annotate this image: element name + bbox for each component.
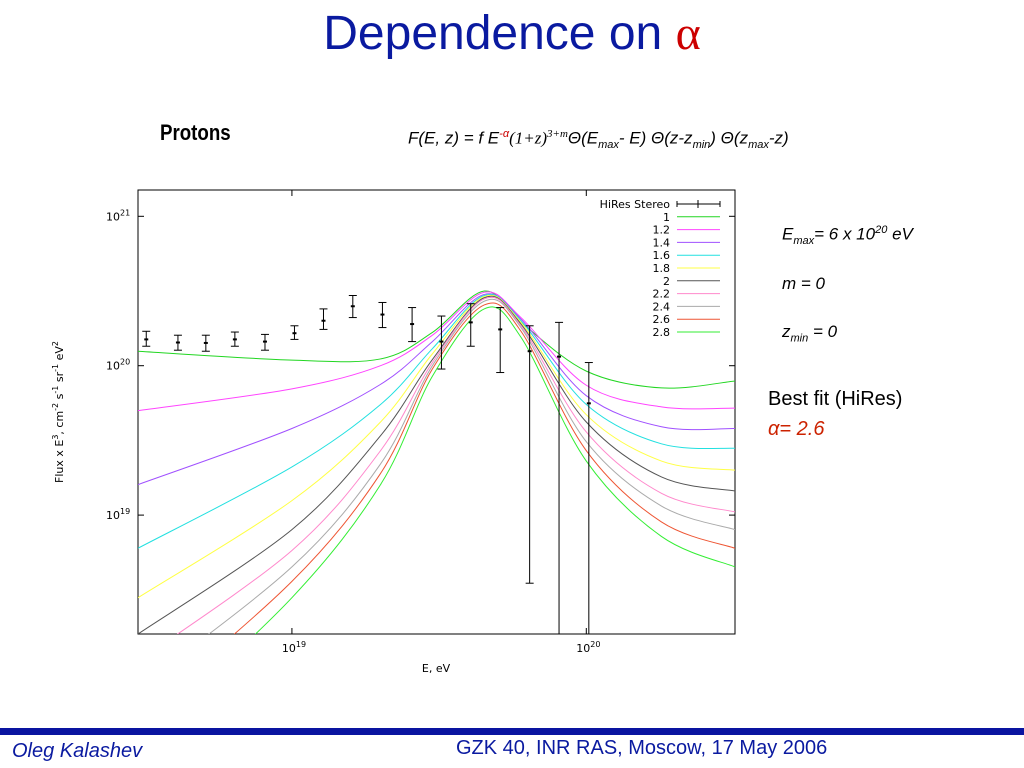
formula-subscript: max — [748, 139, 769, 152]
param-text: E — [782, 224, 794, 244]
series-line-1-8 — [138, 294, 735, 599]
param-text: eV — [887, 224, 913, 244]
formula-subscript: max — [598, 139, 619, 152]
param-exponent: 20 — [875, 224, 888, 236]
data-point — [173, 334, 182, 351]
series-line-2-8 — [254, 306, 735, 634]
formula-part: (1+z) — [509, 128, 548, 148]
param-text: = 6 x 10 — [814, 224, 876, 244]
footer-divider — [0, 728, 1024, 735]
param-zmin: zmin = 0 — [782, 322, 837, 344]
hires-data-points — [142, 295, 593, 634]
data-point — [142, 330, 151, 347]
data-point — [348, 295, 357, 319]
series-line-2-4 — [208, 298, 735, 634]
data-point — [466, 303, 475, 347]
legend-label: 2.8 — [653, 326, 671, 339]
formula-part: - E) Θ(z-z — [618, 128, 693, 148]
series-line-1-4 — [138, 293, 735, 486]
legend-label: 2 — [663, 275, 670, 288]
series-line-2-6 — [233, 302, 735, 634]
best-fit-label: Best fit (HiRes) — [768, 388, 903, 410]
series-line-1 — [138, 290, 735, 389]
footer-event: GZK 40, INR RAS, Moscow, 17 May 2006 — [456, 737, 828, 759]
legend-label: 2.2 — [653, 288, 671, 301]
series-line-1-6 — [138, 294, 735, 549]
legend-label: 1 — [663, 211, 670, 224]
param-text: z — [782, 322, 791, 341]
param-emax: Emax= 6 x 1020 eV — [782, 224, 913, 247]
legend-label: 2.6 — [653, 313, 671, 326]
data-point — [496, 307, 505, 374]
formula-part: F(E, z) = f E — [408, 128, 500, 148]
legend-label: HiRes Stereo — [600, 198, 671, 211]
plot-frame — [137, 189, 736, 635]
best-fit-value: α= 2.6 — [768, 418, 825, 440]
formula-part: ) Θ(z — [710, 128, 749, 148]
data-point — [201, 334, 210, 352]
title-text: Dependence on — [323, 7, 663, 60]
y-tick-label: 1021 — [106, 208, 130, 223]
param-subscript: max — [793, 235, 815, 248]
data-point — [260, 333, 269, 351]
formula-exponent: -α — [499, 128, 510, 140]
series-line-2 — [138, 295, 735, 634]
flux-formula: F(E, z) = f E-α(1+z)3+mΘ(Emax- E) Θ(z-zm… — [408, 128, 789, 151]
data-point — [378, 301, 387, 329]
formula-subscript: min — [692, 139, 711, 152]
legend-label: 1.8 — [653, 262, 671, 275]
data-point — [525, 325, 534, 584]
param-text: = 0 — [808, 322, 838, 341]
y-tick-label: 1020 — [106, 358, 130, 373]
x-tick-label: 1020 — [576, 640, 600, 655]
data-point — [290, 325, 299, 340]
formula-exponent: 3+m — [547, 128, 568, 140]
data-point — [555, 321, 564, 634]
y-axis-label: Flux x E3, cm-2 s-1 sr-1 eV2 — [51, 341, 66, 483]
y-tick-label: 1019 — [106, 507, 130, 522]
data-point — [230, 331, 239, 347]
series-line-2-2 — [176, 296, 735, 634]
x-axis-label: E, eV — [422, 662, 451, 675]
data-point — [408, 307, 417, 343]
legend-label: 2.4 — [653, 300, 671, 313]
protons-label: Protons — [160, 120, 231, 145]
footer-author: Oleg Kalashev — [12, 740, 143, 762]
formula-part: -z) — [768, 128, 789, 148]
slide-title: Dependence on α — [0, 6, 1024, 61]
param-subscript: min — [790, 332, 809, 345]
legend-label: 1.6 — [653, 249, 671, 262]
series-line-1-2 — [138, 291, 735, 412]
data-point — [584, 362, 593, 634]
axis-ticks: 1019 1020 1021 1019 1020 — [106, 190, 735, 655]
legend-label: 1.2 — [653, 224, 671, 237]
title-alpha-symbol: α — [675, 7, 701, 60]
data-point — [437, 315, 446, 370]
legend-label: 1.4 — [653, 236, 671, 249]
param-m: m = 0 — [782, 274, 825, 293]
x-tick-label: 1019 — [282, 640, 306, 655]
formula-part: Θ(E — [567, 128, 599, 148]
data-point — [319, 308, 328, 330]
